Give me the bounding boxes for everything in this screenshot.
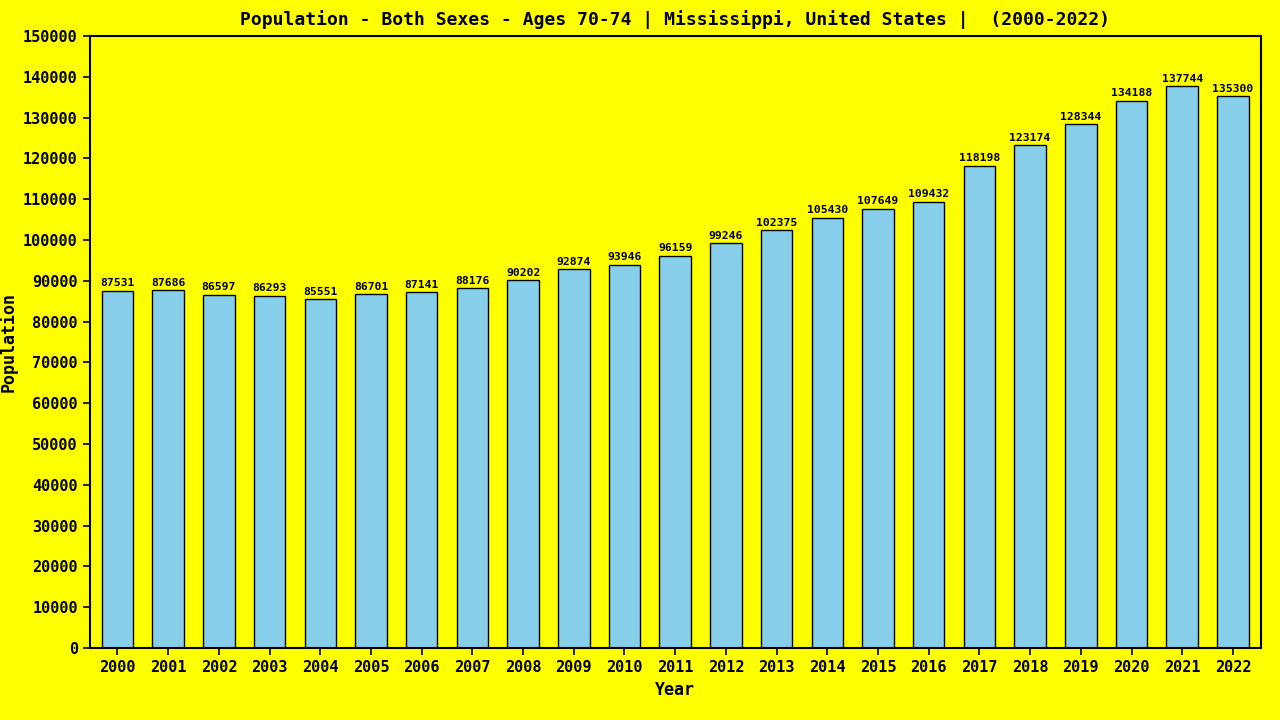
Text: 87531: 87531 xyxy=(100,279,134,289)
X-axis label: Year: Year xyxy=(655,681,695,699)
Bar xyxy=(1166,86,1198,648)
Text: 137744: 137744 xyxy=(1161,73,1203,84)
Bar xyxy=(253,296,285,648)
Text: 123174: 123174 xyxy=(1010,133,1051,143)
Bar xyxy=(1217,96,1248,648)
Bar xyxy=(457,288,488,648)
Bar xyxy=(812,218,844,648)
Bar xyxy=(356,294,387,648)
Text: 105430: 105430 xyxy=(806,205,847,215)
Bar xyxy=(913,202,945,648)
Bar xyxy=(406,292,438,648)
Bar xyxy=(204,294,234,648)
Bar xyxy=(863,209,893,648)
Bar xyxy=(558,269,590,648)
Bar xyxy=(1065,125,1097,648)
Text: 87141: 87141 xyxy=(404,280,439,290)
Bar xyxy=(305,299,337,648)
Bar xyxy=(152,290,184,648)
Text: 102375: 102375 xyxy=(756,218,797,228)
Bar xyxy=(659,256,691,648)
Bar xyxy=(710,243,741,648)
Text: 92874: 92874 xyxy=(557,256,591,266)
Text: 99246: 99246 xyxy=(709,230,744,240)
Text: 86293: 86293 xyxy=(252,284,287,294)
Y-axis label: Population: Population xyxy=(0,292,18,392)
Text: 93946: 93946 xyxy=(607,252,641,262)
Text: 134188: 134188 xyxy=(1111,88,1152,98)
Bar xyxy=(609,265,640,648)
Text: 86701: 86701 xyxy=(353,282,388,292)
Text: 107649: 107649 xyxy=(858,197,899,207)
Bar xyxy=(964,166,995,648)
Text: 118198: 118198 xyxy=(959,153,1000,163)
Bar xyxy=(507,280,539,648)
Text: 128344: 128344 xyxy=(1060,112,1101,122)
Bar xyxy=(1014,145,1046,648)
Bar xyxy=(760,230,792,648)
Text: 86597: 86597 xyxy=(202,282,236,292)
Text: 109432: 109432 xyxy=(908,189,950,199)
Bar xyxy=(1116,101,1147,648)
Text: 87686: 87686 xyxy=(151,278,186,288)
Text: 96159: 96159 xyxy=(658,243,692,253)
Text: 88176: 88176 xyxy=(456,276,489,286)
Text: 135300: 135300 xyxy=(1212,84,1253,94)
Text: 90202: 90202 xyxy=(506,268,540,277)
Bar xyxy=(102,291,133,648)
Text: 85551: 85551 xyxy=(303,287,338,297)
Title: Population - Both Sexes - Ages 70-74 | Mississippi, United States |  (2000-2022): Population - Both Sexes - Ages 70-74 | M… xyxy=(241,10,1110,29)
